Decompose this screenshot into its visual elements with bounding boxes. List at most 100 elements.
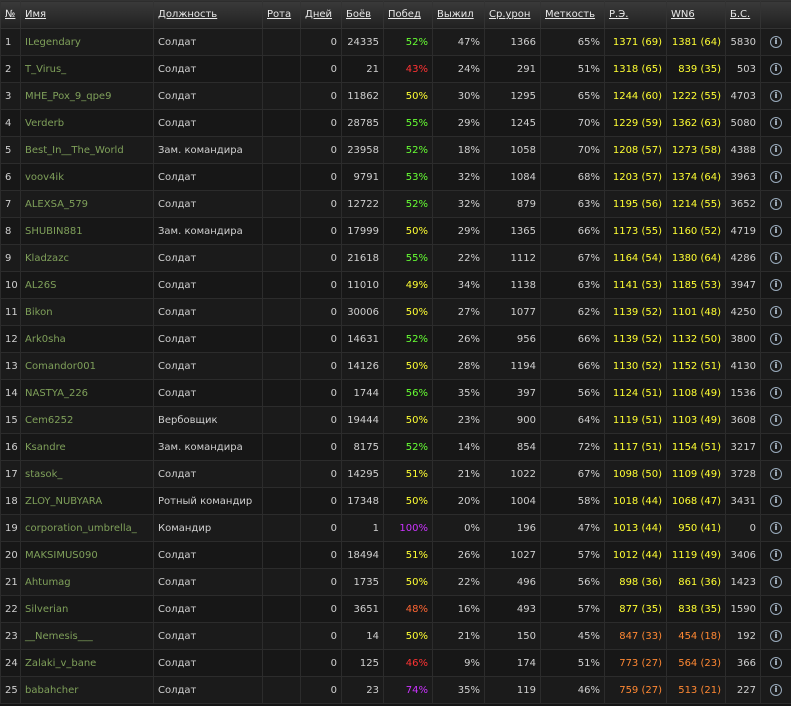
cell: 3608 [725,406,761,434]
player-name[interactable]: Verderb [20,109,154,137]
player-name[interactable]: corporation_umbrella_ [20,514,154,542]
cell: 21 [0,568,21,596]
cell: 1098 (50) [604,460,667,488]
cell: 50% [383,622,433,650]
cell: 21% [432,460,485,488]
cell: 11 [0,298,21,326]
cell: 46% [383,649,433,677]
player-row: 13 Comandor001 Солдат 0 14126 50% 28% 1194 66% 11… [0,352,791,380]
info-icon[interactable]: i [770,495,782,507]
info-icon[interactable]: i [770,144,782,156]
info-icon[interactable]: i [770,657,782,669]
info-icon[interactable]: i [770,549,782,561]
player-name[interactable]: Ark0sha [20,325,154,353]
cell: 1273 (58) [666,136,726,164]
cell: 100% [383,514,433,542]
player-name[interactable]: __Nemesis___ [20,622,154,650]
cell: 8175 [341,433,384,461]
cell: 454 (18) [666,622,726,650]
info-icon[interactable]: i [770,171,782,183]
info-icon[interactable]: i [770,360,782,372]
player-name[interactable]: Ahtumag [20,568,154,596]
cell: 1295 [484,82,541,110]
info-icon[interactable]: i [770,36,782,48]
info-cell: i [760,298,791,326]
player-name[interactable]: NASTYA_226 [20,379,154,407]
info-icon[interactable]: i [770,117,782,129]
info-icon[interactable]: i [770,630,782,642]
info-icon[interactable]: i [770,306,782,318]
player-name[interactable]: Kladzazc [20,244,154,272]
player-name[interactable]: voov4ik [20,163,154,191]
player-name[interactable]: T_Virus_ [20,55,154,83]
info-cell: i [760,433,791,461]
info-icon[interactable]: i [770,252,782,264]
column-header[interactable]: Р.Э. [604,0,667,29]
player-name[interactable]: stasok_ [20,460,154,488]
player-name[interactable]: Silverian [20,595,154,623]
column-header[interactable]: № [0,0,21,29]
info-icon[interactable]: i [770,225,782,237]
info-icon[interactable]: i [770,603,782,615]
info-icon[interactable]: i [770,198,782,210]
info-icon[interactable]: i [770,522,782,534]
column-header[interactable]: Рота [262,0,301,29]
column-header[interactable]: Ср.урон [484,0,541,29]
player-name[interactable]: Ksandre [20,433,154,461]
cell: 52% [383,136,433,164]
cell: 52% [383,433,433,461]
column-header[interactable]: Боёв [341,0,384,29]
player-row: 21 Ahtumag Солдат 0 1735 50% 22% 496 56% 898 (36)… [0,568,791,596]
info-icon[interactable]: i [770,333,782,345]
cell [262,460,301,488]
player-name[interactable]: SHUBIN881 [20,217,154,245]
cell: Солдат [153,352,263,380]
column-header[interactable]: Меткость [540,0,605,29]
player-name[interactable]: ALEXSA_579 [20,190,154,218]
player-name[interactable]: Comandor001 [20,352,154,380]
cell: 1160 (52) [666,217,726,245]
player-name[interactable]: ILegendary [20,28,154,56]
info-icon[interactable]: i [770,387,782,399]
column-header[interactable]: Побед [383,0,433,29]
cell: 14631 [341,325,384,353]
cell: 2 [0,55,21,83]
cell: 5080 [725,109,761,137]
info-icon[interactable]: i [770,576,782,588]
player-name[interactable]: ZLOY_NUBYARA [20,487,154,515]
info-cell: i [760,352,791,380]
info-icon[interactable]: i [770,414,782,426]
cell: 196 [484,514,541,542]
column-header[interactable]: Дней [300,0,342,29]
cell: 3431 [725,487,761,515]
info-icon[interactable]: i [770,684,782,696]
column-header[interactable]: Имя [20,0,154,29]
player-name[interactable]: babahcher [20,676,154,704]
player-name[interactable]: AL26S [20,271,154,299]
cell: 55% [383,244,433,272]
cell: 1119 (49) [666,541,726,569]
player-name[interactable]: Best_In__The_World [20,136,154,164]
info-icon[interactable]: i [770,279,782,291]
info-icon[interactable]: i [770,441,782,453]
cell: 51% [383,541,433,569]
cell: 847 (33) [604,622,667,650]
player-name[interactable]: Zalaki_v_bane [20,649,154,677]
column-header[interactable]: Выжил [432,0,485,29]
player-name[interactable]: Bikon [20,298,154,326]
player-name[interactable]: Cem6252 [20,406,154,434]
cell: 47% [540,514,605,542]
column-header[interactable]: Должность [153,0,263,29]
info-icon[interactable]: i [770,63,782,75]
cell: 1152 (51) [666,352,726,380]
column-header[interactable]: WN6 [666,0,726,29]
info-icon[interactable]: i [770,90,782,102]
cell: 4 [0,109,21,137]
info-cell: i [760,28,791,56]
column-header[interactable]: Б.С. [725,0,761,29]
cell: Солдат [153,298,263,326]
player-name[interactable]: MHE_Pox_9_qpe9 [20,82,154,110]
cell: 20 [0,541,21,569]
info-icon[interactable]: i [770,468,782,480]
player-name[interactable]: MAKSIMUS090 [20,541,154,569]
